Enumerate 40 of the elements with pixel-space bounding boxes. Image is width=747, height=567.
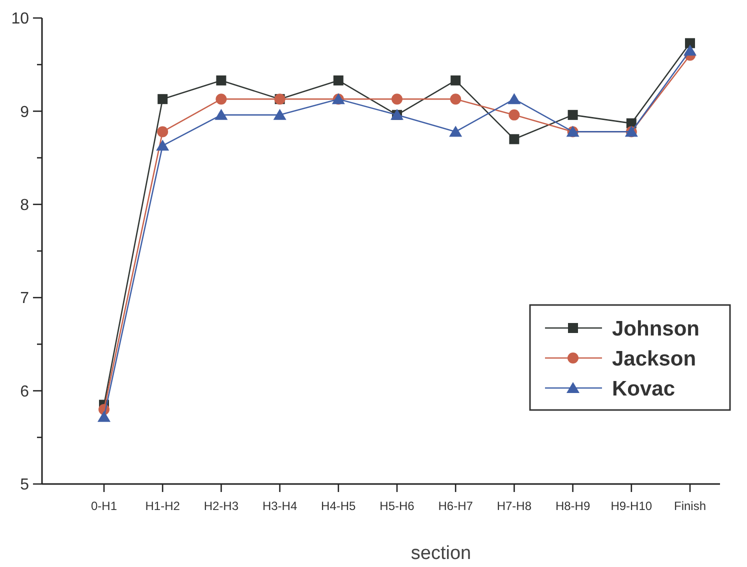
point [157,126,168,138]
legend-label: Jackson [612,347,696,370]
x-axis-title: section [410,543,472,564]
x-tick-label: H1-H2 [145,499,180,513]
y-tick-label: 5 [20,476,30,494]
x-tick-label: H9-H10 [610,499,652,513]
point [509,134,520,144]
point [333,75,344,86]
x-tick-label: H8-H9 [555,499,590,513]
legend-label: Kovac [612,377,676,400]
point [450,75,461,86]
y-tick-label: 9 [20,104,30,121]
point [508,93,521,104]
y-tick-label: 10 [11,10,30,28]
x-tick-label: H7-H8 [496,499,532,513]
y-tick-label: 7 [20,290,30,308]
point [216,75,226,86]
legend-label: Johnson [612,317,700,340]
point [685,38,695,48]
point [392,94,402,105]
x-tick-label: H2-H3 [204,499,239,513]
point [214,108,228,120]
point [568,110,578,120]
y-tick-label: 6 [20,383,30,400]
x-tick-label: 0-H1 [90,499,118,513]
point [216,94,227,105]
point [156,140,170,151]
x-tick-label: H5-H6 [380,499,415,513]
point [450,94,462,105]
point [508,109,520,120]
point [158,94,168,104]
point [273,108,286,120]
point [98,410,110,422]
point [684,44,696,56]
x-tick-label: H4-H5 [321,499,356,513]
y-tick-label: 8 [20,197,30,214]
point [449,126,462,137]
x-tick-label: H3-H4 [262,499,298,513]
x-tick-label: Finish [674,499,706,513]
x-tick-label: H6-H7 [438,499,474,513]
